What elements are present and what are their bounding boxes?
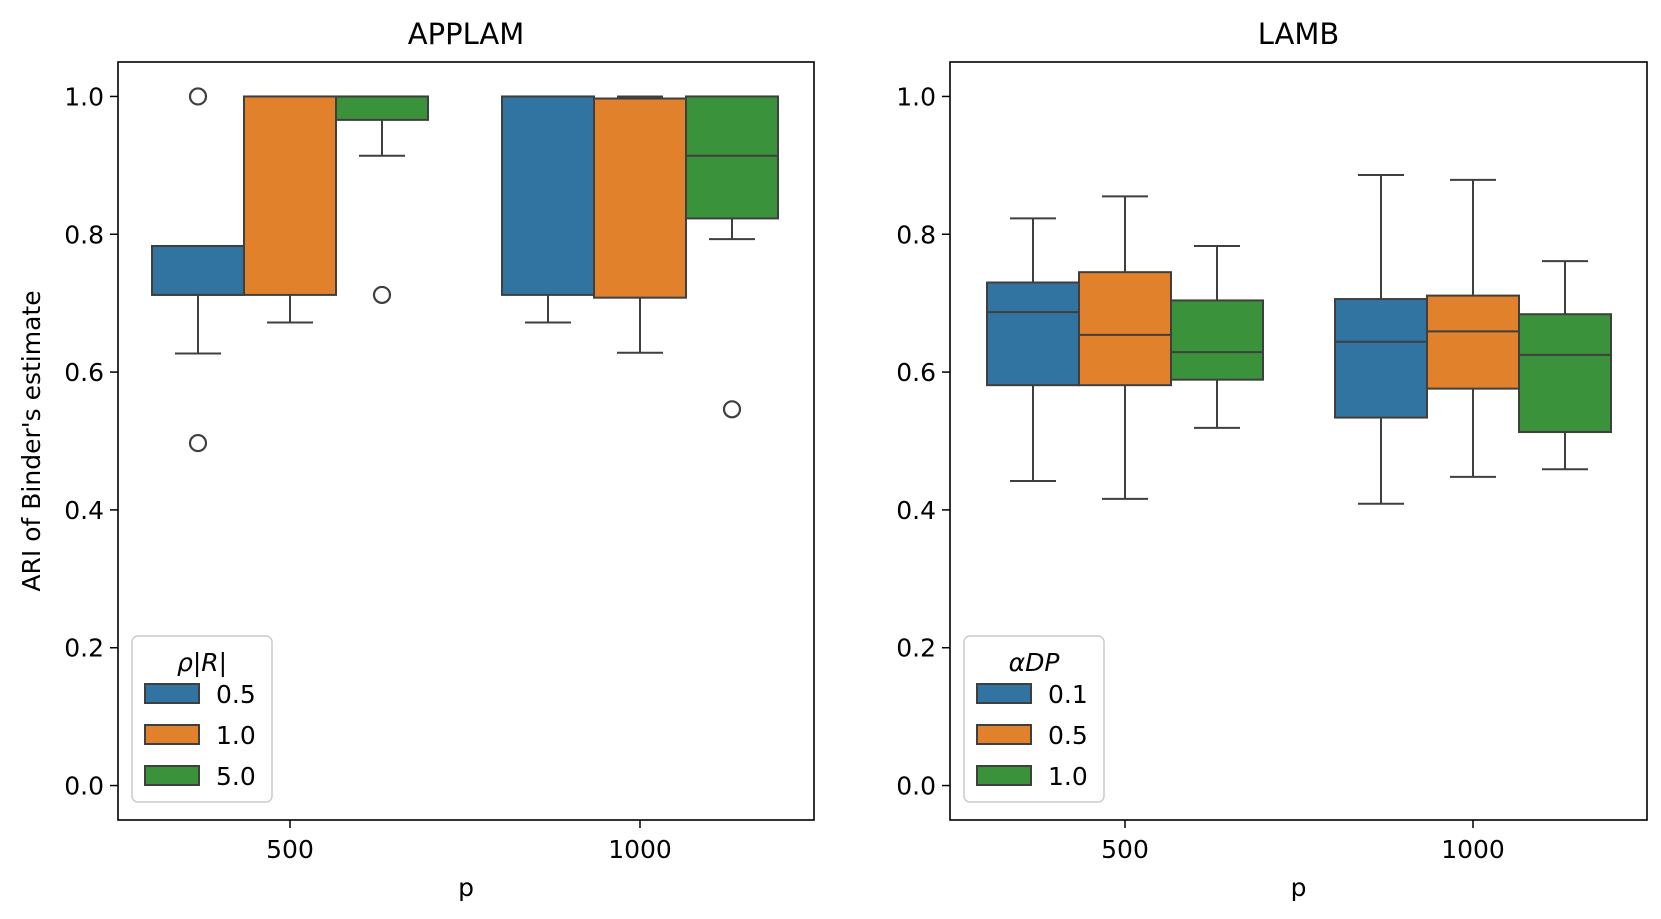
y-tick-label: 0.6 (896, 358, 936, 387)
chart-title: APPLAM (408, 17, 525, 51)
x-tick-label: 500 (266, 835, 314, 864)
y-tick-label: 1.0 (64, 82, 104, 111)
y-tick-label: 0.2 (896, 634, 936, 663)
legend-label: 1.0 (216, 721, 256, 750)
y-tick-label: 0.2 (64, 634, 104, 663)
legend-label: 5.0 (216, 762, 256, 791)
axes-frame (949, 61, 1648, 821)
y-tick-label: 0.0 (896, 772, 936, 801)
legend-swatch (976, 683, 1032, 704)
outlier-point (188, 433, 208, 453)
legend-label: 0.1 (1048, 680, 1088, 709)
x-axis-label: p (458, 873, 474, 902)
legend-swatch (144, 683, 200, 704)
outlier-point (722, 400, 742, 419)
legend-title: αDP (1009, 648, 1061, 677)
y-tick-label: 0.4 (64, 496, 104, 525)
y-tick-label: 1.0 (896, 82, 936, 111)
x-tick-label: 500 (1101, 835, 1149, 864)
box-series-0.1 (986, 281, 1080, 387)
legend-label: 1.0 (1048, 762, 1088, 791)
panel-applam: APPLAM 0.0 0.2 0.4 0.6 0.8 1.0 500 1000 p ARI of B… (17, 17, 815, 902)
outlier-point (372, 285, 392, 305)
legend-frame (963, 635, 1105, 803)
outlier-point (188, 87, 208, 106)
legend-swatch (144, 765, 200, 786)
y-tick-label: 0.4 (896, 496, 936, 525)
x-tick-label: 1000 (1441, 835, 1505, 864)
axes-frame (117, 61, 815, 821)
legend: αDP 0.1 0.5 1.0 (963, 635, 1105, 803)
box-series-0.5 (1078, 271, 1172, 387)
panel-lamb: LAMB 0.0 0.2 0.4 0.6 0.8 1.0 500 1000 p αDP 0.1 0.5 1… (896, 17, 1648, 902)
y-tick-label: 0.6 (64, 358, 104, 387)
legend-title: ρ|R| (177, 648, 227, 677)
legend-swatch (976, 765, 1032, 786)
box-series-1.0 (1518, 313, 1612, 434)
x-tick-label: 1000 (608, 835, 672, 864)
legend-frame (131, 635, 273, 803)
box-series-0.5 (151, 244, 245, 296)
box-series-1.0 (243, 95, 337, 296)
legend: ρ|R| 0.5 1.0 5.0 (131, 635, 273, 803)
y-tick-label: 0.0 (64, 772, 104, 801)
chart-title: LAMB (1258, 17, 1340, 51)
box-series-5.0 (335, 95, 429, 121)
legend-label: 0.5 (216, 680, 256, 709)
box-series-1.0 (1170, 299, 1264, 381)
y-tick-label: 0.8 (896, 220, 936, 249)
x-axis-label: p (1291, 873, 1307, 902)
legend-swatch (144, 724, 200, 745)
box-series-0.1 (1334, 298, 1428, 419)
box-series-1.0 (593, 97, 687, 299)
legend-label: 0.5 (1048, 721, 1088, 750)
legend-swatch (976, 724, 1032, 745)
box-series-0.5 (1426, 294, 1520, 390)
y-tick-label: 0.8 (64, 220, 104, 249)
y-axis-label: ARI of Binder's estimate (17, 290, 46, 591)
box-series-5.0 (685, 95, 779, 220)
box-series-0.5 (501, 95, 595, 296)
